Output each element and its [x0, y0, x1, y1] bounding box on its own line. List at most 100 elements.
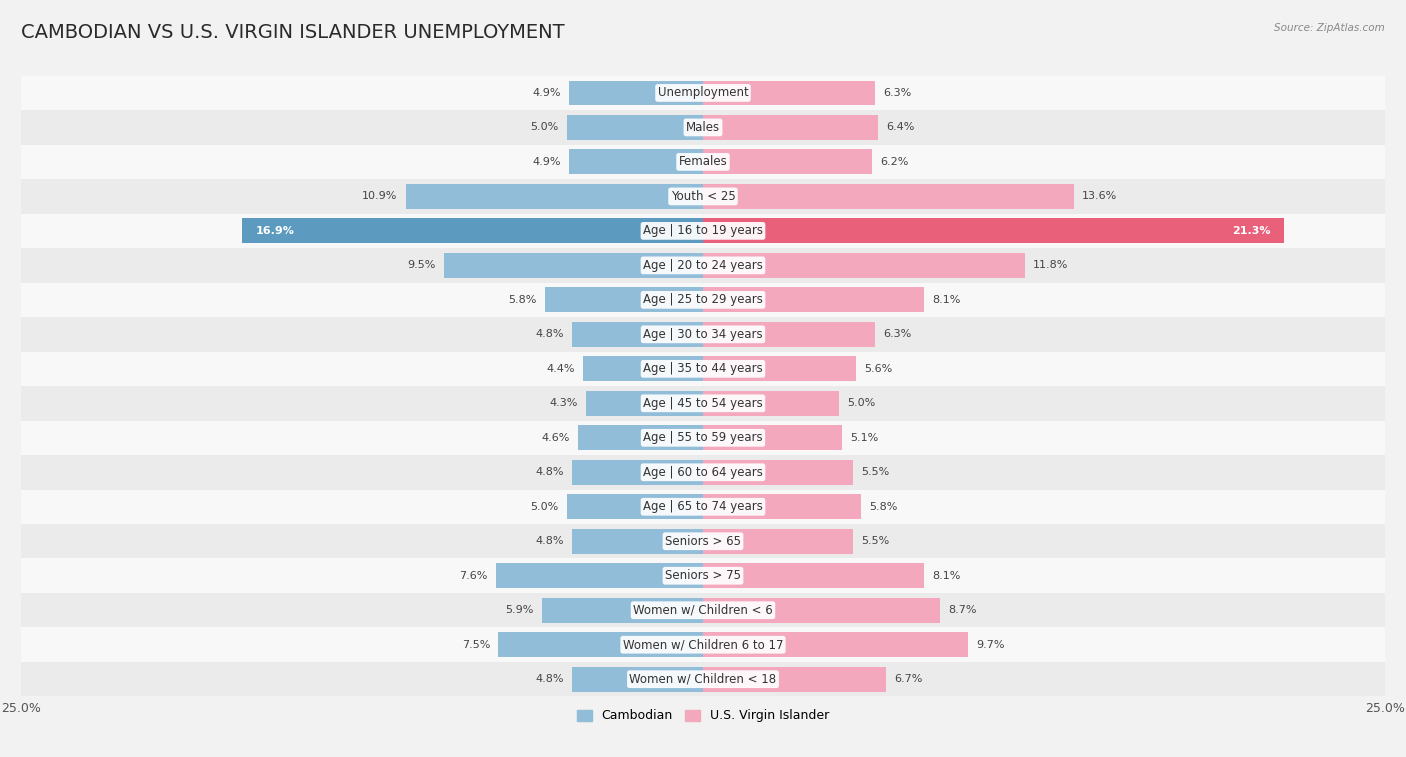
- Bar: [703, 322, 875, 347]
- Text: CAMBODIAN VS U.S. VIRGIN ISLANDER UNEMPLOYMENT: CAMBODIAN VS U.S. VIRGIN ISLANDER UNEMPL…: [21, 23, 565, 42]
- Bar: [569, 149, 703, 174]
- Bar: [21, 593, 1385, 628]
- Text: Women w/ Children 6 to 17: Women w/ Children 6 to 17: [623, 638, 783, 651]
- Bar: [21, 317, 1385, 351]
- Text: 4.8%: 4.8%: [536, 329, 564, 339]
- Bar: [703, 80, 875, 105]
- Bar: [572, 667, 703, 692]
- Bar: [21, 490, 1385, 524]
- Text: Source: ZipAtlas.com: Source: ZipAtlas.com: [1274, 23, 1385, 33]
- Text: 4.6%: 4.6%: [541, 433, 569, 443]
- Text: 5.8%: 5.8%: [508, 295, 537, 305]
- Text: Age | 55 to 59 years: Age | 55 to 59 years: [643, 431, 763, 444]
- Bar: [21, 76, 1385, 111]
- Text: Youth < 25: Youth < 25: [671, 190, 735, 203]
- Text: Age | 45 to 54 years: Age | 45 to 54 years: [643, 397, 763, 410]
- Text: 8.1%: 8.1%: [932, 571, 960, 581]
- Bar: [444, 253, 703, 278]
- Bar: [21, 455, 1385, 490]
- Text: Women w/ Children < 18: Women w/ Children < 18: [630, 673, 776, 686]
- Text: 13.6%: 13.6%: [1083, 192, 1118, 201]
- Text: 4.8%: 4.8%: [536, 467, 564, 477]
- Text: 4.8%: 4.8%: [536, 536, 564, 547]
- Bar: [544, 288, 703, 313]
- Text: Age | 60 to 64 years: Age | 60 to 64 years: [643, 466, 763, 478]
- Text: 6.2%: 6.2%: [880, 157, 908, 167]
- Bar: [21, 282, 1385, 317]
- Bar: [703, 288, 924, 313]
- Bar: [703, 667, 886, 692]
- Bar: [21, 145, 1385, 179]
- Text: 11.8%: 11.8%: [1033, 260, 1069, 270]
- Bar: [21, 524, 1385, 559]
- Text: 7.6%: 7.6%: [460, 571, 488, 581]
- Text: Males: Males: [686, 121, 720, 134]
- Bar: [21, 559, 1385, 593]
- Text: 6.4%: 6.4%: [886, 123, 914, 132]
- Text: Women w/ Children < 6: Women w/ Children < 6: [633, 604, 773, 617]
- Bar: [21, 213, 1385, 248]
- Bar: [583, 357, 703, 382]
- Text: 5.0%: 5.0%: [530, 123, 558, 132]
- Bar: [572, 459, 703, 484]
- Text: 21.3%: 21.3%: [1232, 226, 1271, 236]
- Bar: [572, 529, 703, 553]
- Bar: [21, 662, 1385, 696]
- Text: 5.1%: 5.1%: [851, 433, 879, 443]
- Bar: [21, 248, 1385, 282]
- Text: 9.5%: 9.5%: [408, 260, 436, 270]
- Bar: [21, 421, 1385, 455]
- Bar: [567, 494, 703, 519]
- Text: Seniors > 65: Seniors > 65: [665, 534, 741, 548]
- Bar: [21, 179, 1385, 213]
- Text: Females: Females: [679, 155, 727, 168]
- Bar: [543, 598, 703, 623]
- Bar: [703, 598, 941, 623]
- Text: Age | 35 to 44 years: Age | 35 to 44 years: [643, 363, 763, 375]
- Bar: [703, 253, 1025, 278]
- Text: 7.5%: 7.5%: [461, 640, 491, 650]
- Bar: [703, 563, 924, 588]
- Bar: [703, 529, 853, 553]
- Bar: [703, 115, 877, 140]
- Text: 5.6%: 5.6%: [863, 364, 893, 374]
- Bar: [703, 357, 856, 382]
- Text: 6.3%: 6.3%: [883, 329, 911, 339]
- Bar: [242, 219, 703, 243]
- Bar: [21, 386, 1385, 421]
- Bar: [703, 494, 862, 519]
- Bar: [499, 632, 703, 657]
- Bar: [21, 351, 1385, 386]
- Bar: [578, 425, 703, 450]
- Text: 16.9%: 16.9%: [256, 226, 294, 236]
- Bar: [21, 111, 1385, 145]
- Text: 4.9%: 4.9%: [533, 88, 561, 98]
- Text: Age | 30 to 34 years: Age | 30 to 34 years: [643, 328, 763, 341]
- Text: 6.7%: 6.7%: [894, 674, 922, 684]
- Text: Age | 20 to 24 years: Age | 20 to 24 years: [643, 259, 763, 272]
- Text: Age | 16 to 19 years: Age | 16 to 19 years: [643, 224, 763, 238]
- Text: 6.3%: 6.3%: [883, 88, 911, 98]
- Bar: [703, 184, 1074, 209]
- Text: 5.0%: 5.0%: [530, 502, 558, 512]
- Text: Seniors > 75: Seniors > 75: [665, 569, 741, 582]
- Text: 5.0%: 5.0%: [848, 398, 876, 408]
- Bar: [569, 80, 703, 105]
- Text: 4.8%: 4.8%: [536, 674, 564, 684]
- Bar: [703, 425, 842, 450]
- Text: 5.8%: 5.8%: [869, 502, 898, 512]
- Text: 5.5%: 5.5%: [862, 536, 890, 547]
- Legend: Cambodian, U.S. Virgin Islander: Cambodian, U.S. Virgin Islander: [571, 705, 835, 727]
- Bar: [703, 149, 872, 174]
- Bar: [703, 632, 967, 657]
- Bar: [21, 628, 1385, 662]
- Text: Age | 25 to 29 years: Age | 25 to 29 years: [643, 294, 763, 307]
- Text: 9.7%: 9.7%: [976, 640, 1004, 650]
- Bar: [567, 115, 703, 140]
- Text: 4.4%: 4.4%: [547, 364, 575, 374]
- Bar: [572, 322, 703, 347]
- Text: Age | 65 to 74 years: Age | 65 to 74 years: [643, 500, 763, 513]
- Text: 5.9%: 5.9%: [506, 606, 534, 615]
- Text: Unemployment: Unemployment: [658, 86, 748, 99]
- Text: 8.7%: 8.7%: [949, 606, 977, 615]
